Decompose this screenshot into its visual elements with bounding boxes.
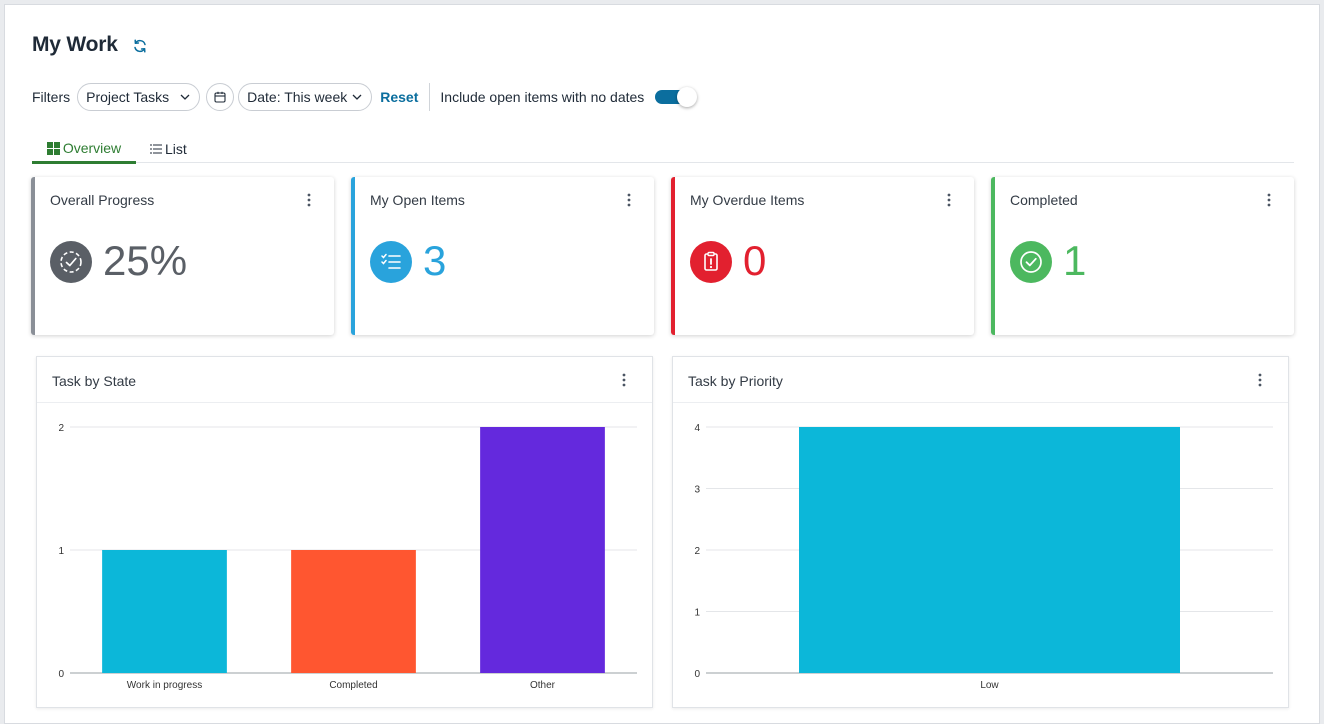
task-by-state-panel: Task by State 0 1 2 Work in progress Complet…: [36, 356, 653, 708]
view-tabs: Overview List: [32, 135, 1294, 164]
panel-divider: [673, 402, 1288, 403]
x-tick-label: Low: [980, 680, 999, 691]
more-options-icon[interactable]: [1257, 373, 1263, 387]
task-type-value: Project Tasks: [86, 89, 170, 105]
task-by-state-chart: 0 1 2 Work in progress Completed Other: [58, 423, 637, 691]
tab-overview[interactable]: Overview: [32, 135, 136, 164]
overdue-items-value: 0: [743, 237, 767, 284]
more-options-icon[interactable]: [621, 373, 627, 387]
calendar-icon: [214, 91, 226, 103]
list-icon: [150, 144, 162, 154]
bar-completed[interactable]: [291, 550, 416, 673]
task-type-dropdown[interactable]: Project Tasks: [77, 83, 201, 111]
check-circle-icon: [1010, 241, 1052, 283]
open-items-value: 3: [423, 237, 447, 284]
filters-label: Filters: [32, 89, 71, 105]
bar-low[interactable]: [799, 427, 1180, 673]
more-options-icon[interactable]: [946, 193, 952, 207]
y-tick-label: 4: [694, 423, 700, 434]
completed-card[interactable]: Completed 1: [991, 177, 1294, 335]
checklist-icon: [370, 241, 412, 283]
more-options-icon[interactable]: [306, 193, 312, 207]
tab-list[interactable]: List: [150, 135, 187, 163]
x-tick-label: Completed: [329, 680, 377, 691]
progress-check-icon: [50, 241, 92, 283]
no-dates-toggle[interactable]: [655, 87, 698, 107]
page-title: My Work: [32, 33, 118, 56]
tab-overview-label: Overview: [62, 140, 122, 156]
tab-list-label: List: [165, 141, 187, 157]
reset-button[interactable]: Reset: [380, 89, 419, 105]
toggle-knob: [677, 87, 698, 107]
chevron-down-icon: [180, 94, 190, 100]
y-tick-label: 3: [694, 485, 700, 496]
date-picker-button[interactable]: [206, 83, 235, 111]
more-options-icon[interactable]: [1266, 193, 1272, 207]
date-range-value: Date: This week: [247, 89, 348, 105]
y-tick-label: 0: [58, 669, 64, 680]
card-title: My Overdue Items: [690, 192, 805, 208]
grid-icon: [46, 141, 60, 155]
card-title: Completed: [1010, 192, 1078, 208]
y-tick-label: 1: [694, 608, 700, 619]
divider: [429, 83, 431, 111]
y-tick-label: 1: [58, 546, 64, 557]
chevron-down-icon: [352, 94, 362, 100]
my-work-page: My Work Filters Project Tasks Date: This…: [4, 4, 1320, 724]
refresh-icon[interactable]: [132, 38, 148, 54]
panel-divider: [37, 402, 652, 403]
my-open-items-card[interactable]: My Open Items 3: [351, 177, 654, 335]
bar-other[interactable]: [480, 427, 605, 673]
y-tick-label: 0: [694, 669, 700, 680]
more-options-icon[interactable]: [626, 193, 632, 207]
clipboard-alert-icon: [690, 241, 732, 283]
date-range-dropdown[interactable]: Date: This week: [238, 83, 373, 111]
task-by-priority-panel: Task by Priority 0 1 2 3 4 Low: [672, 356, 1289, 708]
overall-progress-card[interactable]: Overall Progress 25%: [31, 177, 334, 335]
x-tick-label: Work in progress: [127, 680, 202, 691]
y-tick-label: 2: [58, 423, 64, 434]
chart-title: Task by Priority: [688, 373, 783, 389]
task-by-priority-chart: 0 1 2 3 4 Low: [694, 423, 1273, 691]
filter-bar: Filters Project Tasks Date: This week Re…: [32, 82, 698, 112]
card-title: My Open Items: [370, 192, 465, 208]
chart-title: Task by State: [52, 373, 137, 389]
my-overdue-items-card[interactable]: My Overdue Items 0: [671, 177, 974, 335]
y-tick-label: 2: [694, 546, 700, 557]
card-title: Overall Progress: [50, 192, 155, 208]
x-tick-label: Other: [530, 680, 556, 691]
overall-progress-value: 25%: [103, 237, 188, 284]
completed-value: 1: [1063, 237, 1087, 284]
no-dates-label: Include open items with no dates: [440, 89, 645, 105]
bar-work-in-progress[interactable]: [102, 550, 227, 673]
